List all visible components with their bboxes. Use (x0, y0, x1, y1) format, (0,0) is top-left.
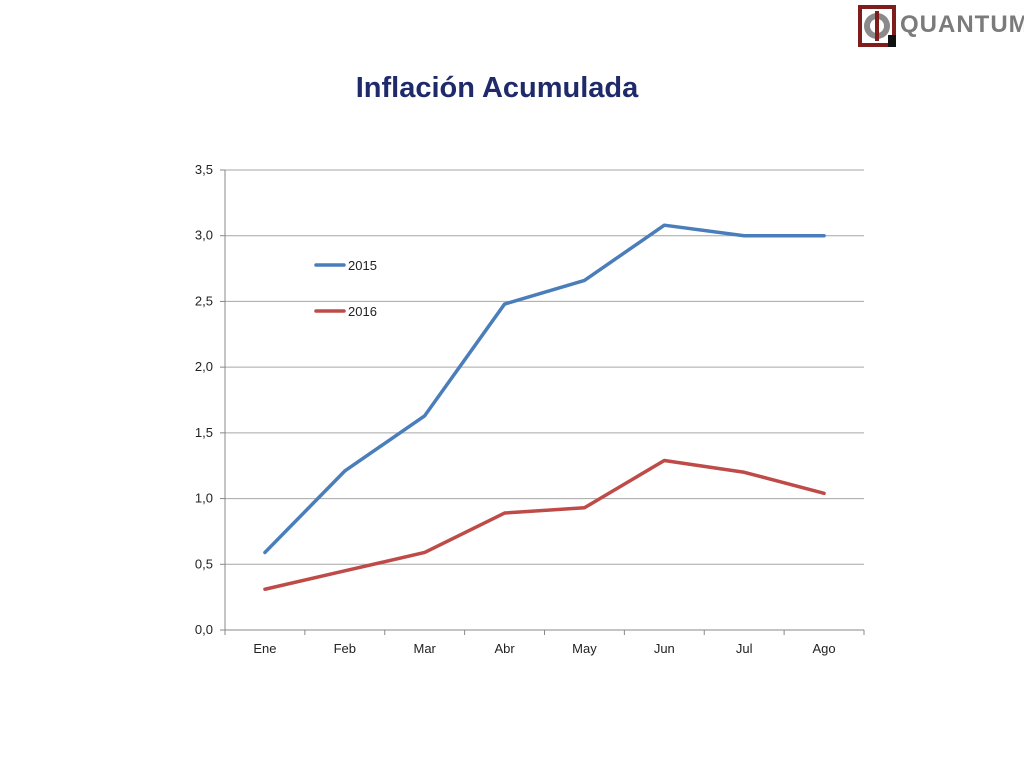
y-tick-label: 0,0 (195, 622, 213, 637)
series-line-2016 (263, 458, 826, 592)
series-line-2015 (263, 223, 826, 555)
x-tick-label: Feb (334, 641, 356, 656)
y-tick-label: 0,5 (195, 556, 213, 571)
y-tick-label: 3,0 (195, 228, 213, 243)
y-tick-label: 1,0 (195, 491, 213, 506)
logo-text: QUANTUM (900, 11, 1024, 38)
x-tick-label: Ene (253, 641, 276, 656)
legend-label-2016: 2016 (348, 304, 377, 319)
quantum-logo: QUANTUM (858, 5, 1024, 47)
x-tick-label: May (572, 641, 597, 656)
quantum-logo-icon (858, 5, 896, 47)
x-tick-label: Mar (413, 641, 436, 656)
x-tick-label: Jul (736, 641, 753, 656)
x-tick-label: Abr (494, 641, 515, 656)
legend-label-2015: 2015 (348, 258, 377, 273)
axes: 0,0 0,5 1,0 1,5 2,0 2,5 3,0 3,5 Ene Feb Mar Abr May J… (195, 162, 865, 656)
x-tick-label: Jun (654, 641, 675, 656)
y-tick-label: 3,5 (195, 162, 213, 177)
y-tick-label: 2,5 (195, 293, 213, 308)
y-tick-label: 2,0 (195, 359, 213, 374)
x-tick-label: Ago (812, 641, 835, 656)
y-tick-label: 1,5 (195, 425, 213, 440)
chart-title: Inflación Acumulada (355, 72, 639, 104)
series-lines (263, 223, 826, 592)
legend: 2015 2016 (314, 258, 377, 319)
grid-lines (225, 169, 864, 565)
